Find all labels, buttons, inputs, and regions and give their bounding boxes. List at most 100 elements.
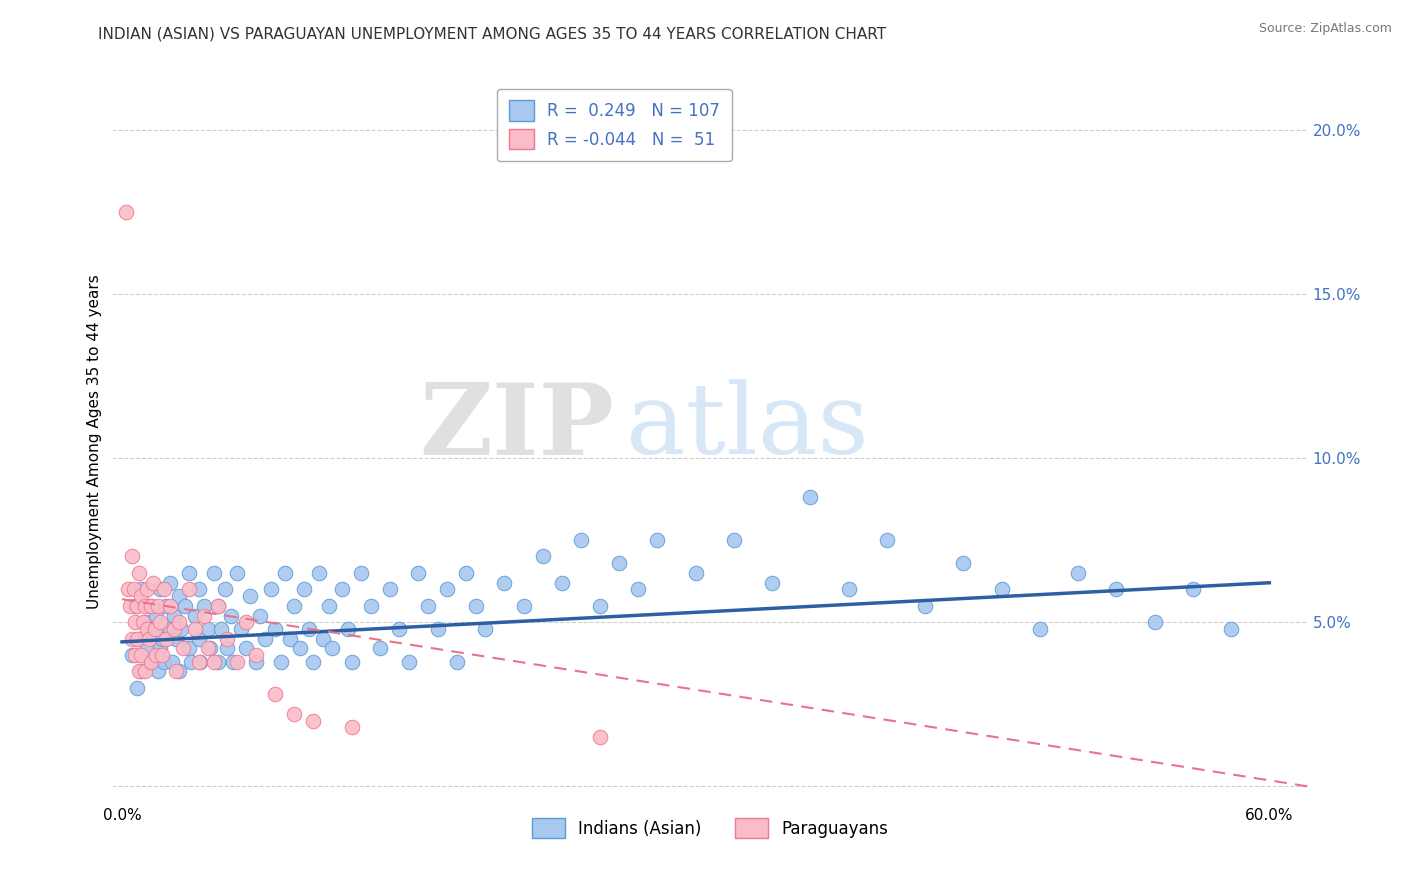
Point <box>398 655 420 669</box>
Point <box>283 707 305 722</box>
Point <box>207 599 229 613</box>
Point <box>211 622 233 636</box>
Point <box>149 641 172 656</box>
Point <box>207 655 229 669</box>
Point <box>153 655 176 669</box>
Point <box>172 641 194 656</box>
Point <box>132 615 155 630</box>
Point <box>127 632 149 646</box>
Point <box>952 556 974 570</box>
Point <box>416 599 439 613</box>
Text: Source: ZipAtlas.com: Source: ZipAtlas.com <box>1258 22 1392 36</box>
Point <box>378 582 401 597</box>
Point <box>149 582 172 597</box>
Point <box>436 582 458 597</box>
Point <box>129 665 152 679</box>
Point <box>474 622 496 636</box>
Point <box>155 632 177 646</box>
Point <box>254 632 277 646</box>
Point <box>145 648 167 662</box>
Point <box>426 622 449 636</box>
Point <box>876 533 898 547</box>
Point <box>512 599 534 613</box>
Point <box>685 566 707 580</box>
Point <box>1105 582 1128 597</box>
Point <box>202 655 225 669</box>
Point <box>249 608 271 623</box>
Point <box>647 533 669 547</box>
Point <box>124 615 146 630</box>
Point <box>1143 615 1166 630</box>
Point <box>298 622 321 636</box>
Point <box>134 599 156 613</box>
Point <box>128 632 150 646</box>
Point <box>569 533 592 547</box>
Point <box>135 582 157 597</box>
Point <box>217 632 239 646</box>
Point <box>914 599 936 613</box>
Point <box>163 608 186 623</box>
Point <box>589 599 612 613</box>
Point <box>225 655 247 669</box>
Point <box>350 566 373 580</box>
Point <box>117 582 139 597</box>
Point <box>260 582 283 597</box>
Point <box>115 204 138 219</box>
Point <box>273 566 295 580</box>
Text: ZIP: ZIP <box>419 378 614 475</box>
Point <box>336 622 359 636</box>
Point <box>799 491 821 505</box>
Point <box>121 549 143 564</box>
Point <box>235 641 257 656</box>
Point <box>128 665 150 679</box>
Point <box>159 622 181 636</box>
Point <box>723 533 745 547</box>
Point <box>183 608 205 623</box>
Point <box>214 582 236 597</box>
Point <box>127 599 149 613</box>
Point <box>190 655 212 669</box>
Point <box>153 582 176 597</box>
Point <box>134 615 156 630</box>
Point <box>264 622 287 636</box>
Point <box>134 665 156 679</box>
Point <box>446 655 468 669</box>
Point <box>1181 582 1204 597</box>
Point <box>139 599 162 613</box>
Point <box>340 655 363 669</box>
Point <box>149 615 172 630</box>
Point <box>169 615 191 630</box>
Point <box>170 622 193 636</box>
Point <box>239 589 262 603</box>
Point <box>288 641 311 656</box>
Point <box>340 720 363 734</box>
Point <box>122 582 145 597</box>
Point <box>222 655 245 669</box>
Point <box>187 582 209 597</box>
Point <box>229 622 252 636</box>
Point <box>207 599 229 613</box>
Point <box>180 655 202 669</box>
Point <box>169 665 191 679</box>
Point <box>302 714 325 728</box>
Point <box>124 599 146 613</box>
Point <box>330 582 353 597</box>
Text: INDIAN (ASIAN) VS PARAGUAYAN UNEMPLOYMENT AMONG AGES 35 TO 44 YEARS CORRELATION : INDIAN (ASIAN) VS PARAGUAYAN UNEMPLOYMEN… <box>98 27 887 42</box>
Point <box>142 575 165 590</box>
Point <box>197 641 219 656</box>
Point <box>761 575 783 590</box>
Point <box>283 599 305 613</box>
Legend: Indians (Asian), Paraguayans: Indians (Asian), Paraguayans <box>524 812 896 845</box>
Point <box>302 655 325 669</box>
Point <box>177 566 200 580</box>
Point <box>1067 566 1090 580</box>
Point <box>121 648 143 662</box>
Point <box>187 632 209 646</box>
Point <box>1220 622 1243 636</box>
Point <box>150 632 173 646</box>
Point <box>464 599 486 613</box>
Point <box>139 599 162 613</box>
Point <box>118 599 141 613</box>
Point <box>838 582 860 597</box>
Point <box>139 655 162 669</box>
